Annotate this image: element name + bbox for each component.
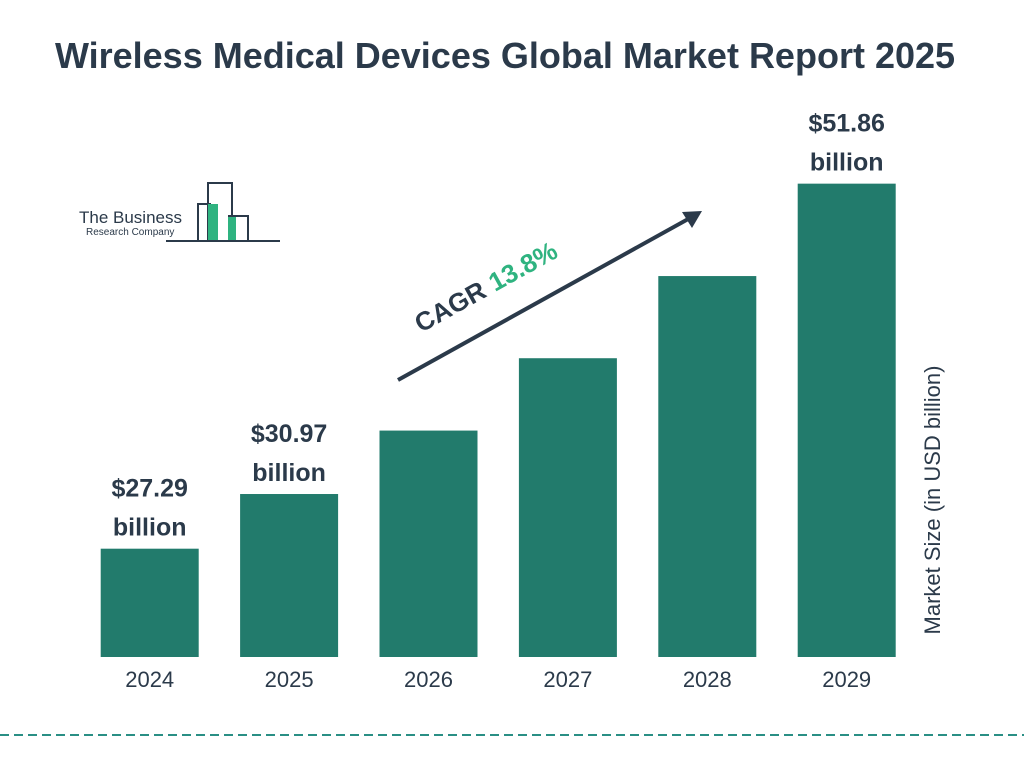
x-tick-label: 2024	[125, 667, 174, 692]
cagr-label: CAGR	[409, 275, 491, 338]
bar	[379, 430, 478, 657]
logo-text: Research Company	[86, 227, 174, 238]
logo-shape	[228, 216, 236, 241]
cagr-value: 13.8%	[483, 235, 562, 297]
bar	[240, 494, 339, 657]
x-tick-label: 2026	[404, 667, 453, 692]
bar	[518, 358, 617, 657]
value-label: $27.29 billion	[111, 475, 187, 542]
cagr: CAGR 13.8%	[409, 235, 562, 338]
x-tick-label: 2027	[543, 667, 592, 692]
y-axis-label: Market Size (in USD billion)	[920, 366, 945, 635]
cagr-arrowhead	[682, 211, 702, 228]
logo-shape	[208, 204, 218, 241]
value-label: $51.86 billion	[808, 110, 884, 177]
chart-title: Wireless Medical Devices Global Market R…	[55, 35, 955, 76]
logo-shape	[166, 215, 249, 242]
x-tick-label: 2029	[822, 667, 871, 692]
value-label: $30.97 billion	[251, 420, 327, 487]
cagr-arrow	[397, 216, 691, 382]
x-tick-label: 2028	[683, 667, 732, 692]
bar	[658, 276, 757, 657]
bar	[797, 183, 896, 657]
logo: The Business Research Company	[79, 182, 280, 242]
bar	[100, 548, 199, 657]
logo-text: The Business	[79, 208, 182, 227]
x-tick-label: 2025	[265, 667, 314, 692]
